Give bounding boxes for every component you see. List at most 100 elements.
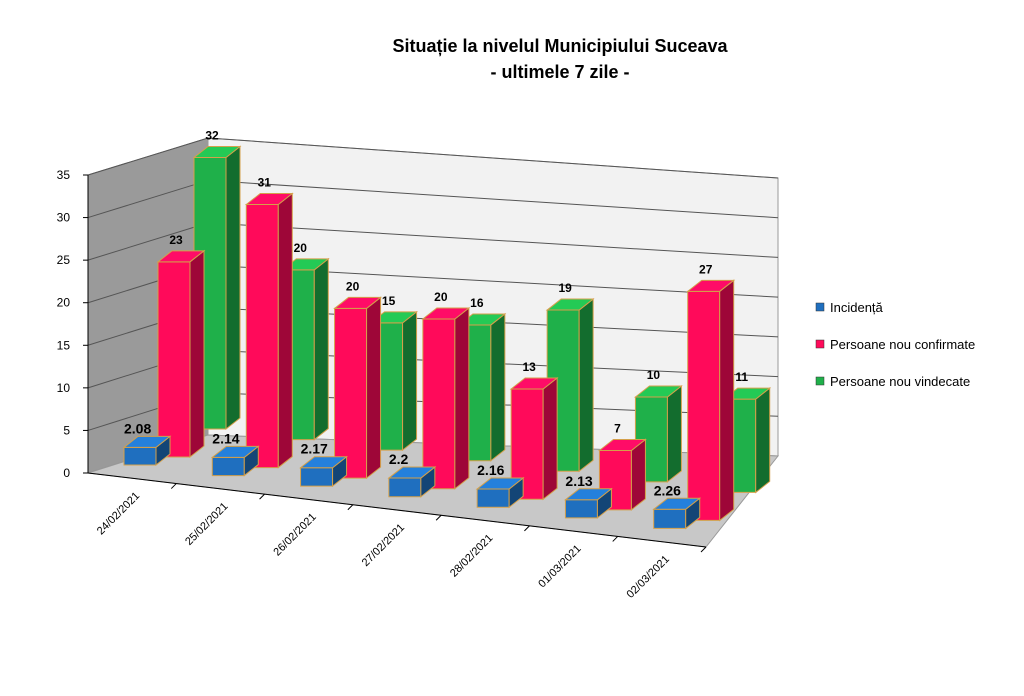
bar-top xyxy=(421,307,471,320)
bar-side xyxy=(755,387,771,494)
data-label: 16 xyxy=(470,296,484,310)
bar-top xyxy=(475,477,525,490)
bar-side xyxy=(225,145,241,431)
bar-side xyxy=(719,279,735,522)
bar-front xyxy=(687,290,721,521)
bar-persoane-nou-confirmate-2: 20 xyxy=(333,279,383,480)
bar-inciden--1: 2.14 xyxy=(210,430,260,477)
bar-front xyxy=(123,446,157,466)
data-label: 2.16 xyxy=(477,462,504,478)
bar-side xyxy=(666,384,682,483)
legend-swatch xyxy=(815,339,825,349)
y-tick-label: 35 xyxy=(57,168,71,182)
bar-persoane-nou-confirmate-3: 20 xyxy=(421,290,471,490)
y-tick-label: 30 xyxy=(57,211,71,225)
legend-swatch xyxy=(815,376,825,386)
chart-legend: Incidență Persoane nou confirmate Persoane… xyxy=(815,300,975,389)
gridline-side xyxy=(87,222,209,261)
x-tick-label: 27/02/2021 xyxy=(360,522,407,569)
gridline-back xyxy=(207,137,779,179)
bar-top xyxy=(210,445,260,458)
bar-top xyxy=(122,435,172,448)
x-tick-label: 26/02/2021 xyxy=(271,511,318,558)
bar-top xyxy=(333,296,383,309)
bar-inciden--6: 2.26 xyxy=(652,482,702,530)
bar-top xyxy=(156,250,206,263)
data-label: 20 xyxy=(434,290,448,304)
bar-front xyxy=(245,204,279,469)
legend-label: Persoane nou confirmate xyxy=(830,337,975,352)
x-tick-label: 01/03/2021 xyxy=(536,543,583,590)
data-label: 20 xyxy=(294,241,308,255)
chart-subtitle: - ultimele 7 zile - xyxy=(490,62,629,82)
chart-title: Situație la nivelul Municipiului Suceava xyxy=(392,36,728,56)
bar-persoane-nou-confirmate-1: 31 xyxy=(244,176,294,469)
data-label: 19 xyxy=(558,281,572,295)
bar-front xyxy=(300,467,334,487)
bar-inciden--5: 2.13 xyxy=(563,473,613,519)
data-label: 2.17 xyxy=(301,441,328,457)
bar-inciden--2: 2.17 xyxy=(299,441,349,488)
data-label: 23 xyxy=(169,233,183,247)
bar-top xyxy=(244,193,294,206)
x-tick-mark xyxy=(612,536,619,542)
bar-top xyxy=(633,385,683,398)
bar-persoane-nou-confirmate-4: 13 xyxy=(509,360,559,501)
bar-front xyxy=(564,499,598,519)
bar-top xyxy=(509,377,559,390)
bar-side xyxy=(454,306,470,490)
bar-front xyxy=(211,456,245,477)
data-label: 2.14 xyxy=(212,430,239,446)
y-tick-label: 15 xyxy=(57,338,71,352)
x-tick-mark xyxy=(170,483,177,489)
data-label: 31 xyxy=(258,176,272,190)
data-label: 2.08 xyxy=(124,420,151,436)
bar-top xyxy=(686,279,736,292)
gridline-side xyxy=(87,137,209,176)
gridline-back xyxy=(207,222,779,258)
data-label: 2.2 xyxy=(389,451,409,467)
x-tick-mark xyxy=(347,504,354,511)
bar-front xyxy=(476,488,510,508)
y-tick-label: 20 xyxy=(57,296,71,310)
gridline-side xyxy=(87,179,209,219)
x-tick-mark xyxy=(524,525,530,532)
bar-side xyxy=(490,312,506,462)
bar-side xyxy=(366,296,382,480)
bar-top xyxy=(652,497,702,510)
bar-top xyxy=(563,488,613,501)
bar-front xyxy=(157,261,191,458)
bar-front xyxy=(334,307,368,479)
x-tick-label: 02/03/2021 xyxy=(625,553,672,600)
bar-inciden--0: 2.08 xyxy=(122,420,172,467)
data-label: 15 xyxy=(382,294,396,308)
bar-persoane-nou-confirmate-6: 27 xyxy=(686,262,736,522)
bar-top xyxy=(597,438,647,451)
y-tick-label: 10 xyxy=(57,381,71,395)
data-label: 2.26 xyxy=(654,482,681,498)
gridline-back xyxy=(207,179,779,219)
bar-side xyxy=(313,257,329,441)
bar-side xyxy=(402,310,418,452)
bar-top xyxy=(387,466,437,479)
x-tick-mark xyxy=(700,546,707,553)
x-tick-label: 24/02/2021 xyxy=(95,490,142,537)
data-label: 10 xyxy=(647,368,661,382)
bar-side xyxy=(277,192,293,469)
bar-side xyxy=(630,438,646,511)
bar-top xyxy=(192,145,242,158)
x-axis xyxy=(87,472,707,548)
bar-front xyxy=(422,318,456,490)
bar-persoane-nou-confirmate-0: 23 xyxy=(156,233,206,459)
data-label: 13 xyxy=(522,360,536,374)
y-tick-label: 0 xyxy=(63,466,70,480)
data-label: 7 xyxy=(614,421,621,435)
bar-top xyxy=(299,456,349,469)
bar-side xyxy=(542,376,558,501)
x-tick-mark xyxy=(435,514,442,521)
x-tick-label: 25/02/2021 xyxy=(183,500,230,547)
y-tick-label: 5 xyxy=(63,423,70,437)
data-label: 32 xyxy=(205,128,219,142)
bar-top xyxy=(545,298,595,311)
